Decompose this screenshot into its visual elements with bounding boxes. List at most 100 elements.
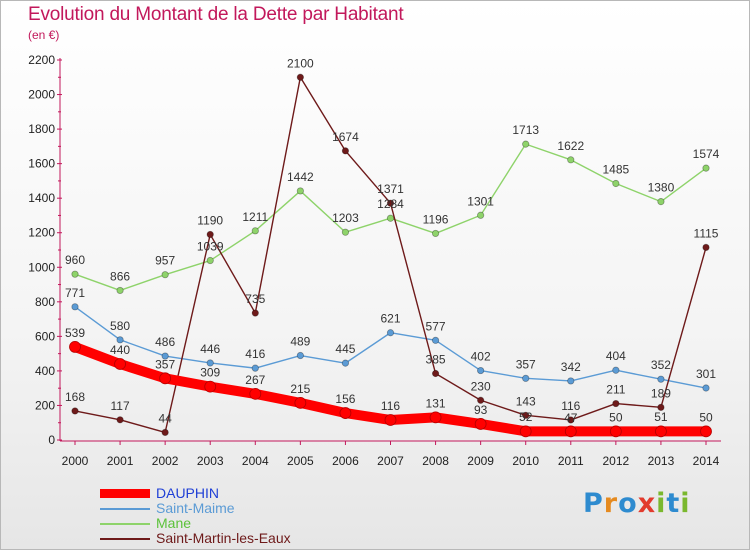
data-point	[567, 416, 575, 424]
data-label: 50	[609, 410, 623, 424]
data-point	[567, 377, 575, 385]
data-point	[341, 228, 350, 236]
legend-swatch	[100, 537, 150, 540]
data-label: 230	[471, 379, 491, 393]
logo-letter: t	[666, 488, 681, 519]
x-tick-label: 2000	[62, 454, 89, 468]
x-tick-label: 2006	[332, 454, 359, 468]
data-point	[206, 230, 214, 239]
data-label: 416	[245, 347, 265, 361]
data-point	[477, 366, 485, 375]
data-label: 211	[606, 383, 625, 397]
y-tick-label: 1000	[28, 260, 55, 274]
legend-label: Mane	[156, 515, 192, 531]
legend-swatch	[100, 522, 150, 525]
data-label: 301	[696, 367, 716, 381]
data-point	[655, 425, 667, 438]
data-label: 116	[381, 399, 400, 413]
data-point	[702, 384, 710, 392]
data-point	[386, 329, 395, 337]
data-label: 1622	[557, 139, 584, 153]
data-point	[71, 407, 79, 415]
data-label: 1485	[603, 163, 630, 177]
data-point	[384, 414, 397, 426]
data-point	[431, 336, 440, 344]
chart-legend: DAUPHIN Saint-Maime Mane Saint-Martin-les-E…	[100, 486, 291, 546]
y-tick-label: 400	[35, 364, 55, 378]
data-label: 445	[335, 342, 355, 356]
data-point	[204, 380, 217, 393]
logo-letter: o	[618, 488, 638, 519]
x-tick-label: 2002	[152, 454, 179, 468]
data-point	[159, 372, 172, 385]
data-label: 489	[290, 335, 310, 349]
data-label: 357	[516, 357, 536, 371]
data-point	[206, 359, 214, 367]
x-tick-label: 2013	[648, 454, 675, 468]
data-point	[657, 403, 665, 411]
legend-item: Mane	[100, 516, 291, 531]
legend-label: Saint-Martin-les-Eaux	[156, 530, 291, 546]
data-point	[612, 366, 620, 374]
data-label: 93	[474, 403, 488, 417]
data-point	[609, 425, 622, 438]
data-label: 957	[155, 254, 175, 268]
data-point	[341, 147, 350, 155]
data-point	[477, 211, 485, 219]
data-label: 1674	[332, 130, 359, 144]
data-point	[341, 359, 350, 367]
data-label: 621	[380, 312, 400, 326]
data-label: 404	[606, 349, 626, 363]
data-label: 577	[426, 319, 446, 333]
data-point	[339, 407, 352, 419]
data-label: 51	[654, 410, 668, 424]
x-tick-label: 2012	[603, 454, 630, 468]
data-point	[702, 243, 710, 252]
x-tick-label: 2001	[107, 454, 134, 468]
data-label: 446	[200, 342, 220, 356]
data-label: 1196	[423, 212, 449, 226]
data-label: 116	[561, 399, 580, 413]
data-point	[431, 369, 440, 378]
data-label: 52	[519, 410, 533, 424]
chart-title: Evolution du Montant de la Dette par Hab…	[28, 4, 404, 25]
data-point	[249, 387, 262, 400]
data-label: 309	[200, 366, 220, 380]
data-label: 267	[245, 373, 265, 387]
data-point	[161, 428, 169, 436]
legend-item: DAUPHIN	[100, 486, 291, 501]
data-point	[114, 358, 126, 370]
data-point	[477, 396, 485, 404]
data-label: 131	[426, 396, 446, 410]
data-label: 44	[158, 411, 172, 425]
data-point	[431, 229, 440, 238]
y-tick-label: 1400	[28, 191, 55, 205]
y-tick-label: 2000	[28, 88, 55, 102]
logo-letter: i	[656, 488, 667, 519]
data-label: 1284	[377, 197, 404, 211]
data-label: 156	[335, 392, 355, 406]
data-label: 486	[155, 335, 175, 349]
y-tick-label: 2200	[28, 53, 55, 67]
data-label: 1371	[377, 182, 404, 196]
chart-subtitle: (en €)	[28, 28, 60, 42]
data-label: 440	[110, 343, 130, 357]
data-label: 1211	[242, 210, 268, 224]
data-label: 735	[245, 292, 265, 306]
data-point	[702, 164, 710, 172]
data-point	[700, 425, 712, 438]
data-label: 352	[651, 358, 671, 372]
data-label: 189	[651, 386, 671, 400]
data-label: 1190	[197, 213, 223, 227]
logo-letter: r	[603, 488, 619, 519]
x-tick-label: 2004	[242, 454, 269, 468]
y-tick-label: 1800	[28, 122, 55, 136]
data-point	[296, 187, 304, 195]
y-tick-label: 600	[35, 329, 55, 343]
x-tick-label: 2014	[693, 454, 720, 468]
logo-letter: i	[680, 488, 691, 519]
legend-item: Saint-Maime	[100, 501, 291, 516]
legend-label: Saint-Maime	[156, 500, 235, 516]
